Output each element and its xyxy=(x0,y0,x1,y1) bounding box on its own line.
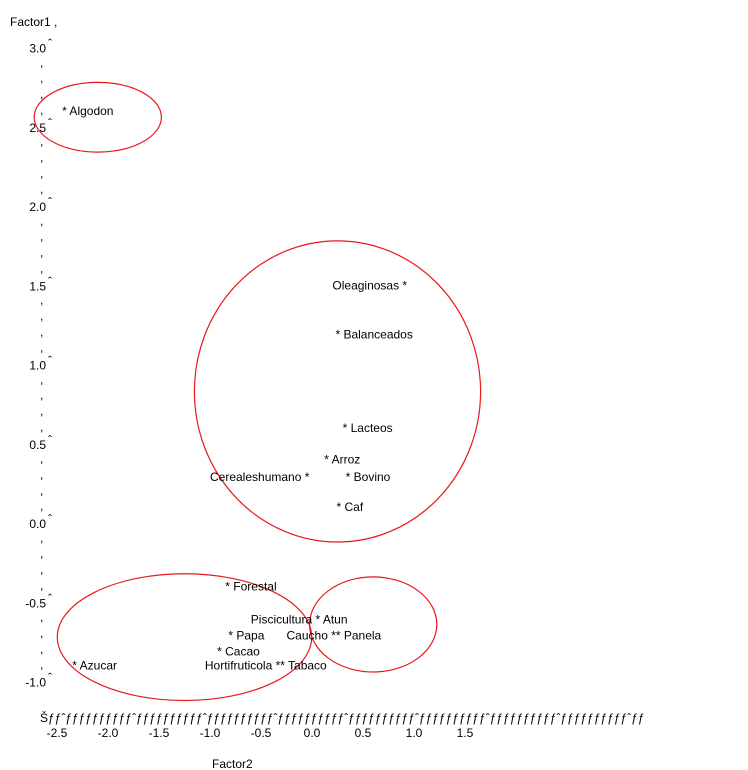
y-axis-mark: , xyxy=(40,293,43,307)
y-tick-label: -1.0 xyxy=(25,676,46,690)
x-tick-label: -2.5 xyxy=(47,726,68,740)
y-axis-mark: , xyxy=(40,230,43,244)
y-axis-mark: , xyxy=(40,547,43,561)
y-axis-label: Factor1 , xyxy=(10,15,57,29)
y-axis: 3.0 ˆ2.5 ˆ2.0 ˆ1.5 ˆ1.0 ˆ0.5 ˆ0.0 ˆ-0.5 ˆ-1.0 ˆ,,… xyxy=(25,37,52,690)
y-axis-mark: , xyxy=(40,404,43,418)
x-axis-line: Šƒƒˆƒƒƒƒƒƒƒƒƒƒˆƒƒƒƒƒƒƒƒƒƒˆƒƒƒƒƒƒƒƒƒƒˆƒƒƒ… xyxy=(40,710,645,725)
y-axis-mark: , xyxy=(40,642,43,656)
y-axis-mark: , xyxy=(40,467,43,481)
y-axis-mark: , xyxy=(40,55,43,69)
point-label: * Lacteos xyxy=(343,421,393,435)
y-axis-mark: , xyxy=(40,103,43,117)
x-tick-label: 0.0 xyxy=(304,726,321,740)
y-axis-mark: , xyxy=(40,182,43,196)
point-label: * Bovino xyxy=(346,470,391,484)
point-labels: * Algodon Oleaginosas * * Balanceados * Lac… xyxy=(62,104,413,673)
point-label: * Papa xyxy=(228,629,264,643)
y-tick-label: 1.5 xyxy=(29,279,46,293)
x-axis-ticks: -2.5 -2.0 -1.5 -1.0 -0.5 0.0 0.5 1.0 1.5 xyxy=(47,726,474,740)
x-tick-label: 1.5 xyxy=(457,726,474,740)
y-axis-mark: , xyxy=(40,309,43,323)
cluster-ellipse xyxy=(193,240,482,543)
x-tick-label: -2.0 xyxy=(98,726,119,740)
y-axis-mark: , xyxy=(40,214,43,228)
y-axis-mark: , xyxy=(40,372,43,386)
y-axis-mark: , xyxy=(40,388,43,402)
y-axis-mark: , xyxy=(40,658,43,672)
y-tick-label: 1.0 xyxy=(29,359,46,373)
y-tick-mark: ˆ xyxy=(48,116,52,130)
y-axis-mark: , xyxy=(40,499,43,513)
y-tick-label: 0.5 xyxy=(29,438,46,452)
x-axis-label: Factor2 xyxy=(212,757,253,770)
y-tick-label: 0.0 xyxy=(29,517,46,531)
y-axis-mark: , xyxy=(40,87,43,101)
point-label: Caucho ** Panela xyxy=(287,629,382,643)
y-axis-mark: , xyxy=(40,483,43,497)
y-axis-mark: , xyxy=(40,531,43,545)
cluster-ellipse xyxy=(33,81,163,153)
point-label: Cerealeshumano * xyxy=(210,470,310,484)
y-axis-mark: , xyxy=(40,166,43,180)
x-tick-label: -1.0 xyxy=(200,726,221,740)
point-label: Piscicultura * Atun xyxy=(251,613,348,627)
y-tick-mark: ˆ xyxy=(48,512,52,526)
y-axis-mark: , xyxy=(40,150,43,164)
y-tick-label: 2.5 xyxy=(29,121,46,135)
y-tick-label: 3.0 xyxy=(29,42,46,56)
point-label: * Forestal xyxy=(225,579,276,593)
y-tick-mark: ˆ xyxy=(48,37,52,51)
point-label: * Azucar xyxy=(72,659,117,673)
y-axis-mark: , xyxy=(40,563,43,577)
x-tick-label: -0.5 xyxy=(251,726,272,740)
y-tick-label: -0.5 xyxy=(25,596,46,610)
y-axis-mark: , xyxy=(40,420,43,434)
y-axis-mark: , xyxy=(40,71,43,85)
y-axis-mark: , xyxy=(40,452,43,466)
x-tick-label: 1.0 xyxy=(406,726,423,740)
y-tick-mark: ˆ xyxy=(48,671,52,685)
point-label: * Algodon xyxy=(62,104,113,118)
cluster-ellipses xyxy=(33,81,482,702)
y-tick-mark: ˆ xyxy=(48,195,52,209)
point-label: Oleaginosas * xyxy=(332,278,407,292)
y-axis-mark: , xyxy=(40,261,43,275)
y-axis-mark: , xyxy=(40,135,43,149)
point-label: * Arroz xyxy=(324,453,360,467)
x-tick-label: 0.5 xyxy=(355,726,372,740)
y-axis-mark: , xyxy=(40,325,43,339)
point-label: * Caf xyxy=(336,500,363,514)
y-tick-mark: ˆ xyxy=(48,591,52,605)
y-tick-label: 2.0 xyxy=(29,200,46,214)
point-label: * Cacao xyxy=(217,644,260,658)
y-axis-mark: , xyxy=(40,578,43,592)
y-axis-mark: , xyxy=(40,610,43,624)
y-tick-mark: ˆ xyxy=(48,354,52,368)
cluster-ellipse xyxy=(309,576,438,673)
y-tick-mark: ˆ xyxy=(48,433,52,447)
y-axis-mark: , xyxy=(40,341,43,355)
y-tick-mark: ˆ xyxy=(48,274,52,288)
x-tick-label: -1.5 xyxy=(149,726,170,740)
point-label: Hortifruticola ** Tabaco xyxy=(205,659,327,673)
point-label: * Balanceados xyxy=(335,327,412,341)
y-axis-mark: , xyxy=(40,626,43,640)
y-axis-mark: , xyxy=(40,246,43,260)
